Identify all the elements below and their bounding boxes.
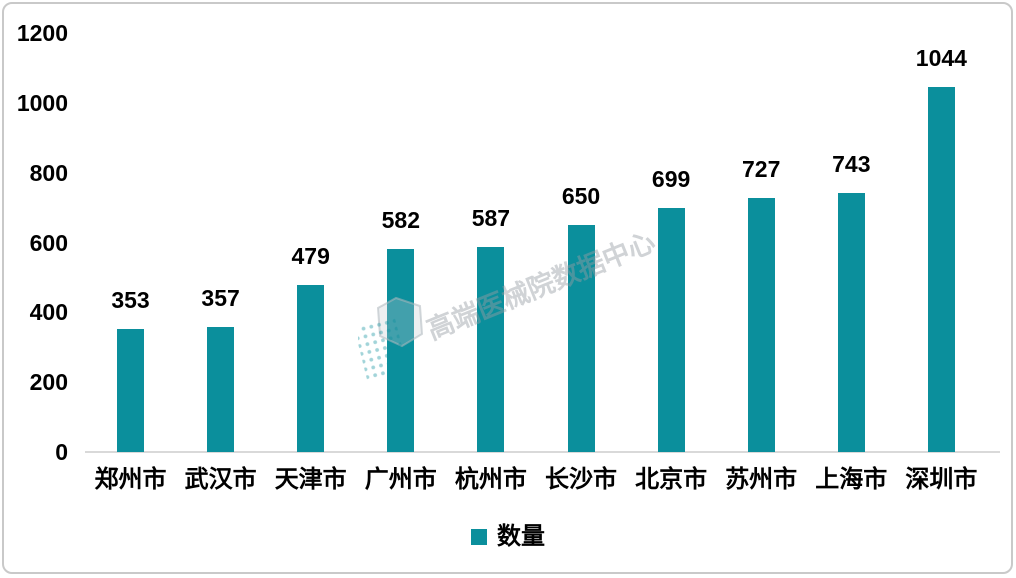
bar-value-label: 743 bbox=[832, 150, 871, 177]
x-axis-label: 天津市 bbox=[274, 466, 347, 493]
bar-value-label: 479 bbox=[291, 242, 330, 269]
bar-广州市 bbox=[387, 248, 415, 452]
legend-label: 数量 bbox=[497, 523, 545, 550]
watermark-text: 高端医械院数据中心 bbox=[422, 226, 660, 346]
bar-北京市 bbox=[657, 207, 685, 452]
y-axis-tick-label: 600 bbox=[29, 229, 68, 256]
y-axis-tick-label: 0 bbox=[55, 439, 68, 465]
bar-长沙市 bbox=[567, 225, 595, 452]
bar-武汉市 bbox=[207, 327, 235, 452]
bar-value-label: 727 bbox=[742, 156, 781, 183]
bar-苏州市 bbox=[747, 198, 775, 452]
bar-value-label: 357 bbox=[201, 285, 240, 312]
bar-上海市 bbox=[837, 192, 865, 452]
bar-value-label: 587 bbox=[471, 205, 511, 232]
y-axis-tick-label: 800 bbox=[29, 159, 68, 186]
y-axis-tick-label: 1200 bbox=[16, 20, 68, 46]
legend-swatch-icon bbox=[471, 529, 487, 545]
x-axis-label: 上海市 bbox=[815, 466, 888, 493]
bar-深圳市 bbox=[927, 87, 955, 452]
x-axis-label: 郑州市 bbox=[94, 466, 167, 493]
bar-杭州市 bbox=[477, 247, 505, 452]
x-axis-label: 武汉市 bbox=[184, 466, 257, 493]
bar-天津市 bbox=[297, 284, 325, 452]
y-axis-tick-label: 1000 bbox=[16, 89, 68, 116]
bar-value-label: 582 bbox=[381, 206, 420, 233]
x-axis-label: 苏州市 bbox=[725, 466, 798, 493]
x-axis-label: 广州市 bbox=[364, 466, 437, 493]
x-axis-line bbox=[85, 451, 1000, 453]
x-axis-label: 杭州市 bbox=[454, 466, 527, 493]
y-axis-tick-label: 400 bbox=[29, 299, 68, 326]
x-axis-label: 深圳市 bbox=[905, 466, 978, 493]
bar-value-label: 1044 bbox=[915, 45, 967, 72]
bar-郑州市 bbox=[117, 328, 144, 452]
x-axis-label: 北京市 bbox=[635, 466, 708, 493]
bar-value-label: 353 bbox=[111, 286, 150, 313]
y-axis-tick-label: 200 bbox=[29, 369, 68, 396]
bar-value-label: 650 bbox=[561, 183, 601, 210]
legend: 数量 bbox=[0, 524, 1016, 550]
x-axis-label: 长沙市 bbox=[545, 466, 617, 493]
bar-value-label: 699 bbox=[651, 165, 691, 192]
